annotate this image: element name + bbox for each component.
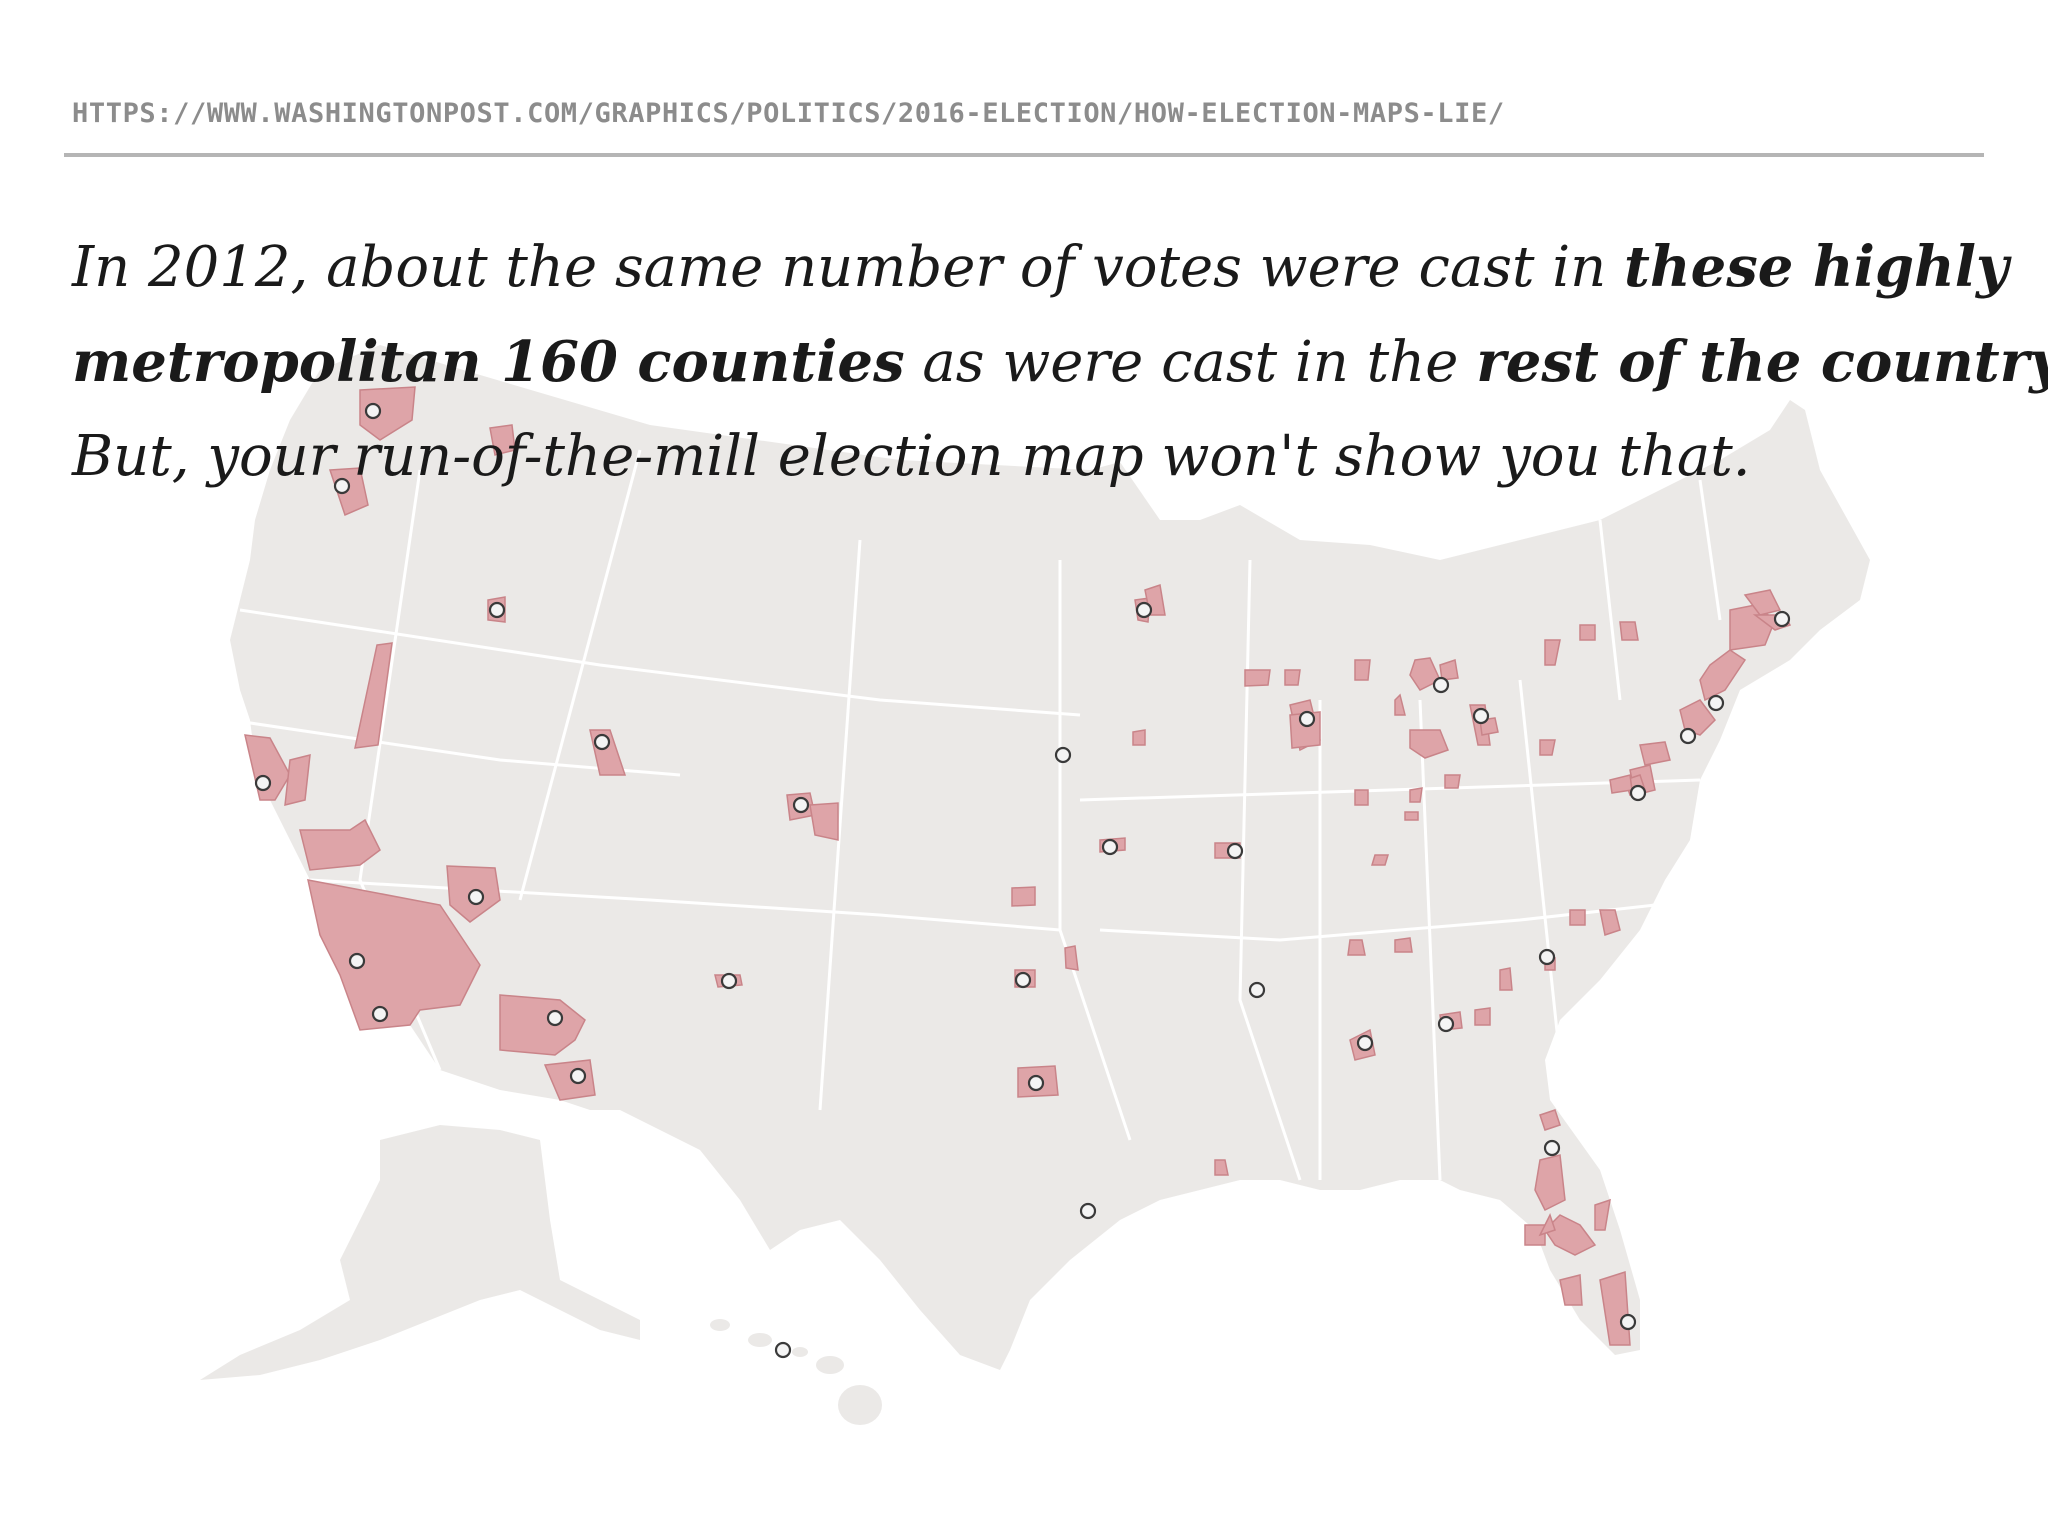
headline-emphasis: rest of the country.: [1476, 329, 2048, 395]
alaska-landmass: [200, 1125, 640, 1380]
headline-text: In 2012, about the same number of votes …: [72, 235, 1625, 300]
headline-line-2: metropolitan 160 counties as were cast i…: [72, 315, 2048, 410]
headline-emphasis: metropolitan 160 counties: [72, 329, 905, 395]
hawaii-landmass: [710, 1319, 882, 1425]
source-url: HTTPS://WWW.WASHINGTONPOST.COM/GRAPHICS/…: [72, 98, 1505, 129]
us-landmass: [230, 345, 1870, 1370]
headline-line-1: In 2012, about the same number of votes …: [72, 220, 2009, 315]
metro-counties: [244, 386, 1792, 1346]
headline-text: as were cast in the: [904, 330, 1477, 395]
header-divider: [64, 153, 1984, 157]
city-markers: [254, 402, 1791, 1359]
headline-line-3: But, your run-of-the-mill election map w…: [72, 424, 1751, 489]
headline: In 2012, about the same number of votes …: [72, 220, 2048, 504]
headline-emphasis: these highly: [1624, 234, 2009, 300]
